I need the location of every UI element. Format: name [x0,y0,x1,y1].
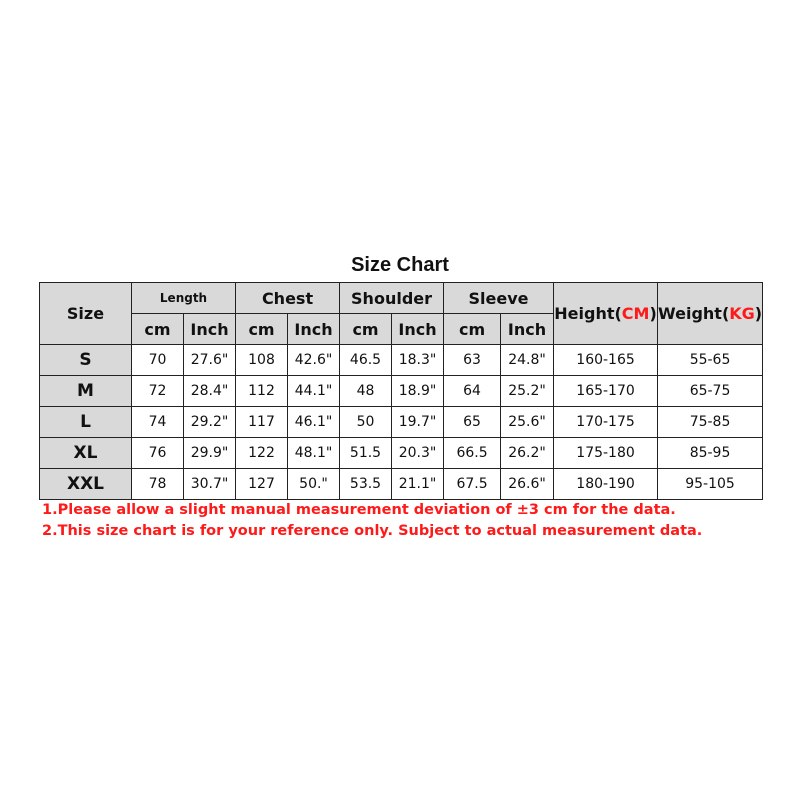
cell-length-in: 29.2" [182,406,237,438]
cell-length-in: 29.9" [182,437,237,469]
table-row: XL 76 29.9" 122 48.1" 51.5 20.3" 66.5 26.2" 175-1… [39,437,764,469]
header-weight-label: Weight( [658,304,730,323]
table-row: L 74 29.2" 117 46.1" 50 19.7" 65 25.6" 170-175 75-… [39,406,764,438]
cell-shoulder-in: 21.1" [391,468,445,500]
cell-chest-in: 50." [287,468,341,500]
table-row: M 72 28.4" 112 44.1" 48 18.9" 64 25.2" 165-170 65-… [39,375,764,407]
header-height-close: ) [649,304,657,323]
cell-shoulder-cm: 48 [339,375,393,407]
cell-weight: 95-105 [657,468,764,500]
cell-shoulder-in: 18.9" [391,375,445,407]
header-length: Length [130,282,237,314]
cell-weight: 65-75 [657,375,764,407]
cell-sleeve-in: 24.8" [500,344,555,376]
cell-sleeve-in: 25.6" [500,406,555,438]
header-chest-inch: Inch [287,313,341,345]
note-2: 2.This size chart is for your reference … [42,523,703,539]
cell-sleeve-in: 26.6" [500,468,555,500]
cell-sleeve-cm: 64 [443,375,502,407]
cell-shoulder-cm: 50 [339,406,393,438]
cell-height: 160-165 [553,344,659,376]
header-size: Size [39,282,132,345]
cell-sleeve-cm: 65 [443,406,502,438]
cell-length-in: 27.6" [182,344,237,376]
cell-chest-in: 48.1" [287,437,341,469]
cell-length-in: 30.7" [182,468,237,500]
cell-size: XXL [39,468,132,500]
header-row-groups: Size Length Chest Shoulder Sleeve Height… [39,282,764,345]
cell-sleeve-cm: 67.5 [443,468,502,500]
header-row-units: cm Inch cm Inch cm Inch cm Inch [40,313,763,345]
header-weight: Weight(KG) [657,282,764,345]
cell-shoulder-in: 18.3" [391,344,445,376]
cell-chest-in: 46.1" [287,406,341,438]
header-sleeve: Sleeve [443,282,555,314]
header-shoulder: Shoulder [339,282,445,314]
cell-height: 170-175 [553,406,659,438]
header-weight-unit: KG [729,304,755,323]
cell-chest-cm: 117 [235,406,289,438]
cell-chest-cm: 122 [235,437,289,469]
cell-height: 165-170 [553,375,659,407]
header-sleeve-cm: cm [443,313,502,345]
header-height: Height(CM) [553,282,659,345]
cell-size: L [39,406,132,438]
header-chest: Chest [235,282,341,314]
cell-length-cm: 72 [131,375,184,407]
cell-length-cm: 70 [131,344,184,376]
cell-shoulder-in: 20.3" [391,437,445,469]
cell-shoulder-cm: 51.5 [339,437,393,469]
cell-sleeve-in: 25.2" [500,375,555,407]
note-1: 1.Please allow a slight manual measureme… [42,502,676,518]
cell-shoulder-cm: 46.5 [339,344,393,376]
cell-height: 180-190 [553,468,659,500]
header-length-cm: cm [131,313,184,345]
cell-chest-cm: 112 [235,375,289,407]
cell-shoulder-cm: 53.5 [339,468,393,500]
header-sleeve-inch: Inch [500,313,555,345]
cell-shoulder-in: 19.7" [391,406,445,438]
header-height-unit: CM [621,304,650,323]
cell-weight: 85-95 [657,437,764,469]
cell-length-cm: 74 [131,406,184,438]
header-length-inch: Inch [182,313,237,345]
cell-chest-in: 42.6" [287,344,341,376]
header-shoulder-cm: cm [339,313,393,345]
cell-size: S [39,344,132,376]
size-chart-title: Size Chart [351,254,449,276]
cell-chest-in: 44.1" [287,375,341,407]
cell-chest-cm: 108 [235,344,289,376]
cell-length-in: 28.4" [182,375,237,407]
cell-sleeve-in: 26.2" [500,437,555,469]
header-weight-close: ) [754,304,763,323]
header-height-label: Height( [554,304,622,323]
size-chart-table: Size Length Chest Shoulder Sleeve Height… [39,282,764,500]
header-shoulder-inch: Inch [391,313,445,345]
cell-length-cm: 76 [131,437,184,469]
cell-height: 175-180 [553,437,659,469]
cell-weight: 55-65 [657,344,764,376]
table-row: S 70 27.6" 108 42.6" 46.5 18.3" 63 24.8" 160-165 5… [39,344,764,376]
header-chest-cm: cm [235,313,289,345]
cell-chest-cm: 127 [235,468,289,500]
cell-sleeve-cm: 63 [443,344,502,376]
cell-weight: 75-85 [657,406,764,438]
cell-size: M [39,375,132,407]
cell-length-cm: 78 [131,468,184,500]
cell-sleeve-cm: 66.5 [443,437,502,469]
cell-size: XL [39,437,132,469]
table-row: XXL 78 30.7" 127 50." 53.5 21.1" 67.5 26.6" 180-1… [39,468,764,500]
